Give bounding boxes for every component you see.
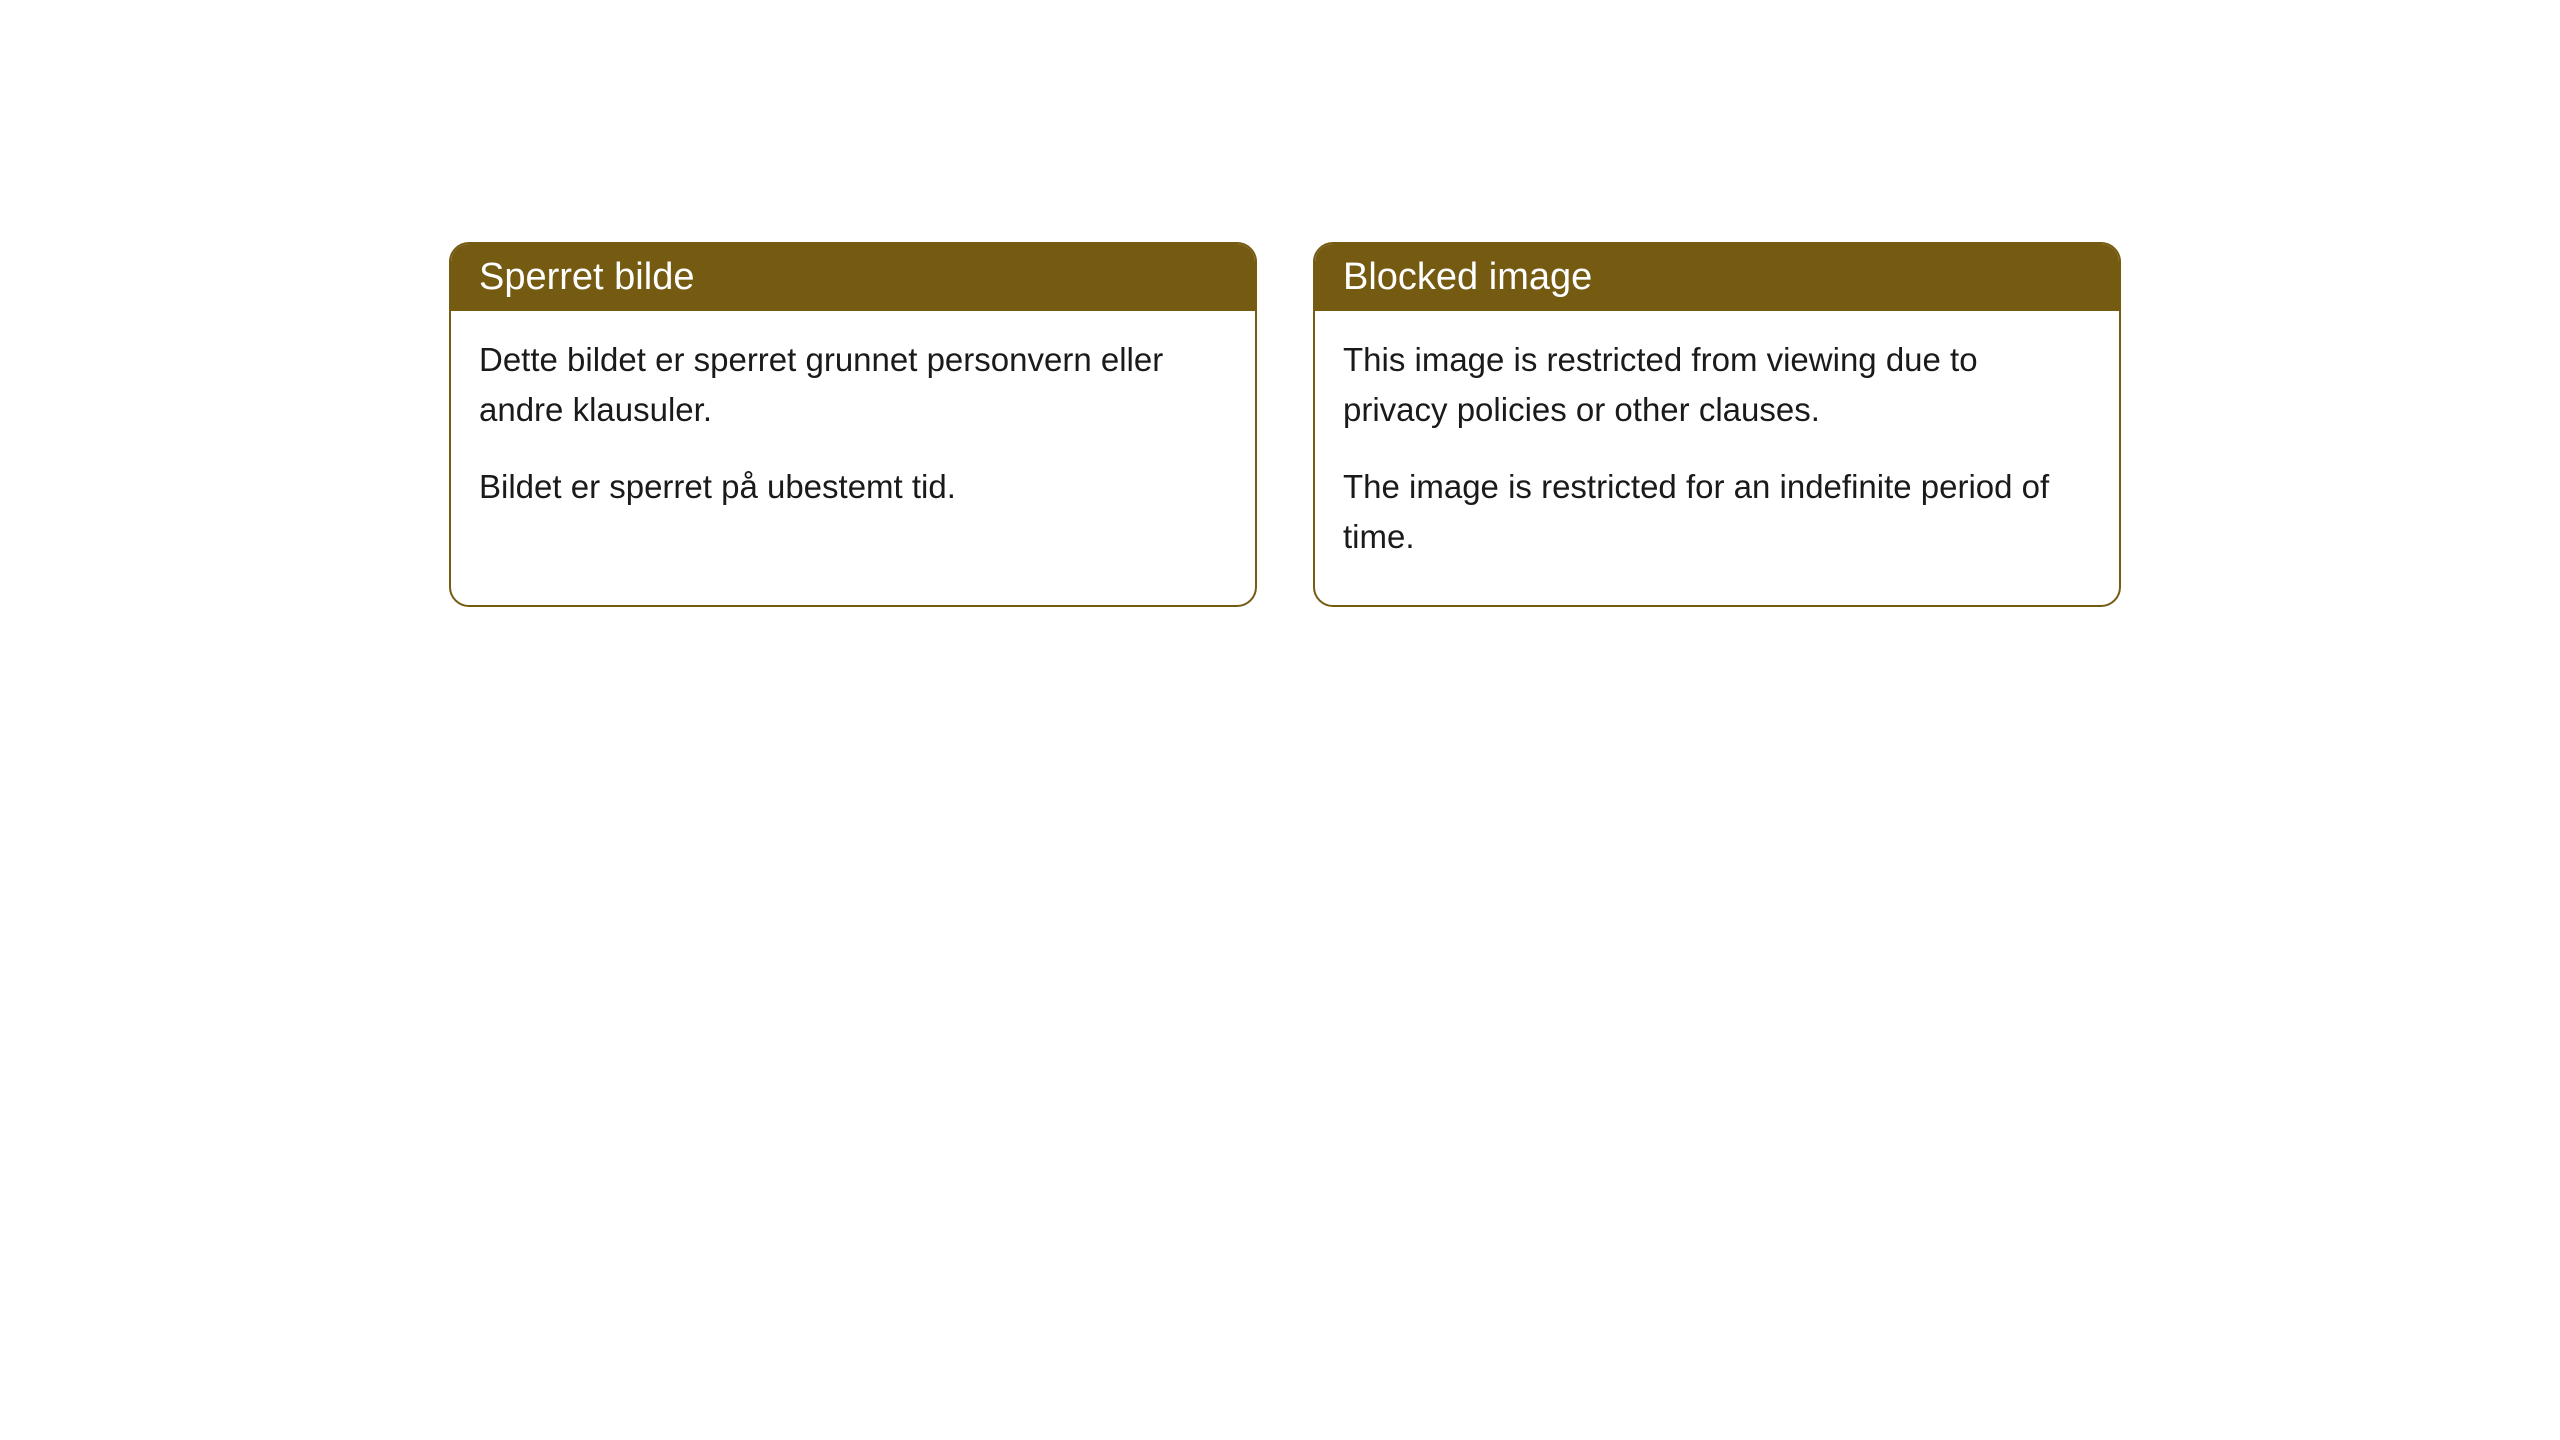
card-paragraph-no-1: Dette bildet er sperret grunnet personve…	[479, 335, 1227, 434]
card-header-en: Blocked image	[1315, 244, 2119, 311]
card-header-no: Sperret bilde	[451, 244, 1255, 311]
card-paragraph-en-1: This image is restricted from viewing du…	[1343, 335, 2091, 434]
card-body-en: This image is restricted from viewing du…	[1315, 311, 2119, 605]
card-paragraph-en-2: The image is restricted for an indefinit…	[1343, 462, 2091, 561]
blocked-image-card-no: Sperret bilde Dette bildet er sperret gr…	[449, 242, 1257, 607]
cards-container: Sperret bilde Dette bildet er sperret gr…	[449, 242, 2121, 607]
blocked-image-card-en: Blocked image This image is restricted f…	[1313, 242, 2121, 607]
card-paragraph-no-2: Bildet er sperret på ubestemt tid.	[479, 462, 1227, 512]
card-body-no: Dette bildet er sperret grunnet personve…	[451, 311, 1255, 556]
